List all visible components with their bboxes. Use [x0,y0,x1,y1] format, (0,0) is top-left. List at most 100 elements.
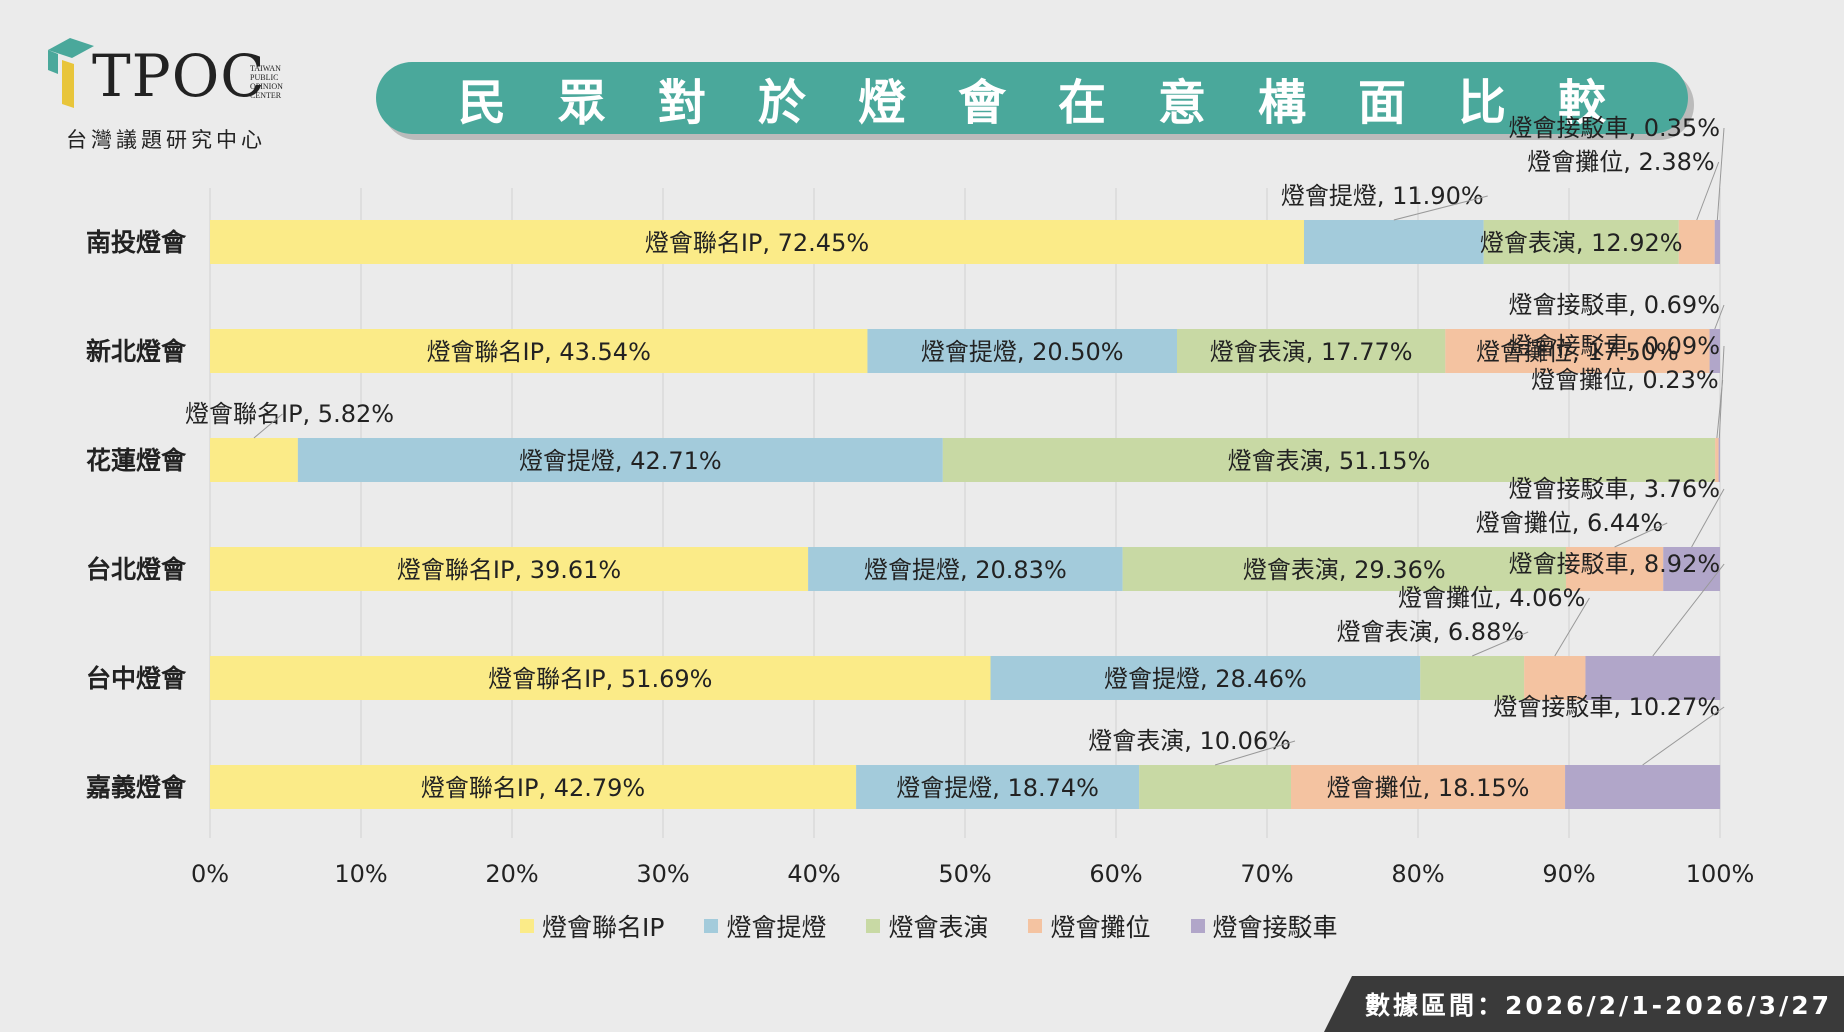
data-label: 燈會攤位, 0.23% [1531,366,1719,394]
x-tick-label: 100% [1686,860,1755,888]
bar-segment [1585,656,1721,700]
bar-segment [1420,656,1525,700]
date-range: 數據區間：2026/2/1-2026/3/27 [1364,991,1832,1020]
leader-line [1691,488,1725,548]
bar-segment [1663,547,1720,591]
data-label: 燈會提燈, 11.90% [1281,182,1484,210]
data-label: 燈會表演, 17.77% [1210,338,1413,366]
leader-line [1214,740,1296,766]
data-label: 燈會聯名IP, 5.82% [185,400,394,428]
legend-swatch [520,919,534,933]
data-label: 燈會接駁車, 0.09% [1509,332,1721,360]
data-label: 燈會提燈, 18.74% [896,774,1099,802]
data-label: 燈會提燈, 42.71% [519,447,722,475]
data-label: 燈會聯名IP, 39.61% [397,556,621,584]
page-title: 民眾對於燈會在意構面比較 [457,75,1658,131]
data-label: 燈會攤位, 6.44% [1476,509,1664,537]
bar-segment [210,438,298,482]
chart-legend: 燈會聯名IP 燈會提燈 燈會表演 燈會攤位 燈會接駁車 [520,908,1338,944]
x-tick-label: 50% [938,860,991,888]
title-banner: 民眾對於燈會在意構面比較 [376,62,1688,134]
bar-segment [297,438,943,482]
legend-swatch [1028,919,1043,933]
leader-line [1714,304,1725,330]
bar-segment [1565,547,1664,591]
category-label: 花蓮燈會 [86,446,187,475]
leader-line [253,413,283,439]
bar-segment [210,220,1304,264]
logo-subtitle: 台灣議題研究中心 [66,128,266,152]
legend-item: 燈會聯名IP [520,908,664,944]
data-label: 燈會表演, 51.15% [1228,447,1431,475]
leader-line [1716,127,1725,221]
x-tick-label: 20% [485,860,538,888]
data-label: 燈會聯名IP, 43.54% [427,338,651,366]
bar-segment [1177,329,1446,373]
legend-item: 燈會攤位 [1028,908,1151,944]
data-label: 燈會攤位, 4.06% [1398,584,1586,612]
x-tick-label: 70% [1240,860,1293,888]
bar-segment [1709,329,1720,373]
legend-item: 燈會表演 [866,908,988,944]
leader-line [1718,345,1725,439]
category-label: 新北燈會 [86,337,187,366]
data-label: 燈會接駁車, 0.69% [1509,291,1721,319]
data-label: 燈會攤位, 2.38% [1527,148,1715,176]
bar-segment [1303,220,1484,264]
legend-swatch [1190,919,1205,933]
data-label: 燈會表演, 10.06% [1088,727,1291,755]
bar-segment [808,547,1123,591]
tpoc-logo: TPOC TAIWAN PUBLIC OPINION CENTER 台灣議題研究… [48,30,308,152]
logo-side-line: PUBLIC [250,73,279,82]
bar-segment [942,438,1716,482]
bar-segment [1483,220,1679,264]
bar-segment [1291,765,1566,809]
logo-wordmark: TPOC [92,42,266,110]
legend-label: 燈會攤位 [1050,913,1151,942]
leader-line [1554,597,1590,657]
x-tick-label: 40% [787,860,840,888]
x-tick-label: 0% [191,860,229,888]
data-label: 燈會提燈, 20.83% [864,556,1067,584]
logo-side-line: CENTER [250,91,282,100]
bar-segment [1718,438,1720,482]
x-tick-label: 60% [1089,860,1142,888]
data-label: 燈會聯名IP, 72.45% [645,229,869,257]
data-label: 燈會接駁車, 0.35% [1509,114,1721,142]
legend-label: 燈會表演 [888,913,989,942]
leader-line [1614,522,1668,548]
x-tick-label: 10% [334,860,387,888]
data-label: 燈會提燈, 28.46% [1104,665,1307,693]
legend-swatch [866,919,881,933]
leader-line [1642,706,1725,766]
bar-segment [1714,220,1720,264]
data-label: 燈會攤位, 17.50% [1476,338,1679,366]
footer-band [1324,976,1844,1032]
bar-segment [1445,329,1710,373]
data-label: 燈會表演, 12.92% [1480,229,1683,257]
logo-side-text: TAIWAN PUBLIC OPINION CENTER [250,64,290,100]
bar-segment [1122,547,1566,591]
data-label: 燈會接駁車, 10.27% [1493,693,1720,721]
data-label: 燈會攤位, 18.15% [1327,774,1530,802]
data-label: 燈會接駁車, 8.92% [1509,550,1721,578]
bar-segment [1524,656,1586,700]
data-label: 燈會聯名IP, 51.69% [488,665,712,693]
legend-label: 燈會聯名IP [542,913,665,942]
bar-segment [210,329,868,373]
x-tick-label: 90% [1542,860,1595,888]
logo-side-line: OPINION [250,82,283,91]
leader-line [1472,631,1529,657]
bar-segment [210,765,857,809]
data-label: 燈會表演, 29.36% [1243,556,1446,584]
logo-side-line: TAIWAN [250,64,281,73]
bar-segment [1715,438,1719,482]
bar-segment [210,656,991,700]
data-label: 燈會接駁車, 3.76% [1509,475,1721,503]
bar-segment [1678,220,1715,264]
logo-mark-icon [48,38,94,108]
data-label: 燈會聯名IP, 42.79% [421,774,645,802]
data-label: 燈會表演, 6.88% [1337,618,1525,646]
x-tick-label: 80% [1391,860,1444,888]
